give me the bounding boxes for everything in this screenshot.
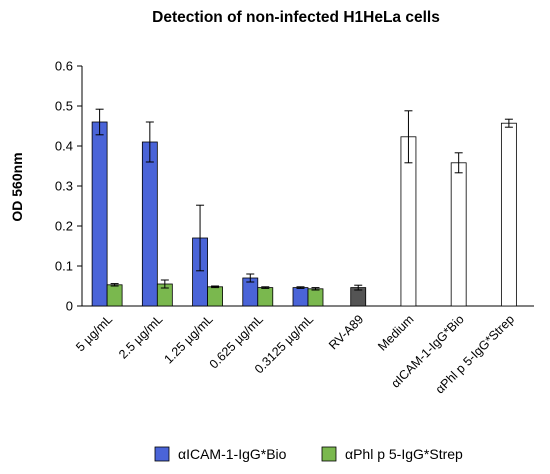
y-tick-label: 0.6 <box>55 59 73 74</box>
y-tick-label: 0.3 <box>55 179 73 194</box>
legend: αICAM-1-IgG*Bio αPhl p 5-IgG*Strep <box>154 446 463 462</box>
legend-label: αPhl p 5-IgG*Strep <box>345 446 463 462</box>
legend-swatch <box>154 446 170 462</box>
y-tick-label: 0.2 <box>55 219 73 234</box>
bar <box>141 141 158 307</box>
legend-swatch <box>321 446 337 462</box>
y-tick-label: 0.4 <box>55 139 73 154</box>
x-tick-label: 2.5 µg/mL <box>116 312 165 361</box>
legend-label: αICAM-1-IgG*Bio <box>178 446 287 462</box>
x-tick-label: RV-A89 <box>326 312 366 352</box>
x-tick-label: Medium <box>375 312 416 353</box>
bar <box>292 287 309 307</box>
bar <box>450 162 467 307</box>
bar <box>257 287 274 307</box>
bar <box>307 288 324 307</box>
y-tick-label: 0.5 <box>55 99 73 114</box>
x-tick-label: 1.25 µg/mL <box>161 312 215 366</box>
bar <box>106 284 123 307</box>
x-tick-label: 5 µg/mL <box>73 312 115 354</box>
chart-title: Detection of non-infected H1HeLa cells <box>152 9 440 26</box>
bar <box>207 286 223 307</box>
bar <box>91 121 108 307</box>
y-tick-label: 0 <box>66 299 73 314</box>
y-axis-label: OD 560nm <box>9 152 25 221</box>
y-tick-label: 0.1 <box>55 259 73 274</box>
bar <box>500 122 517 307</box>
plot-area: 0 0.1 0.2 0.3 0.4 0.5 0.6 5 µg/mL 2.5 µg/mL1.25 … <box>55 59 534 397</box>
